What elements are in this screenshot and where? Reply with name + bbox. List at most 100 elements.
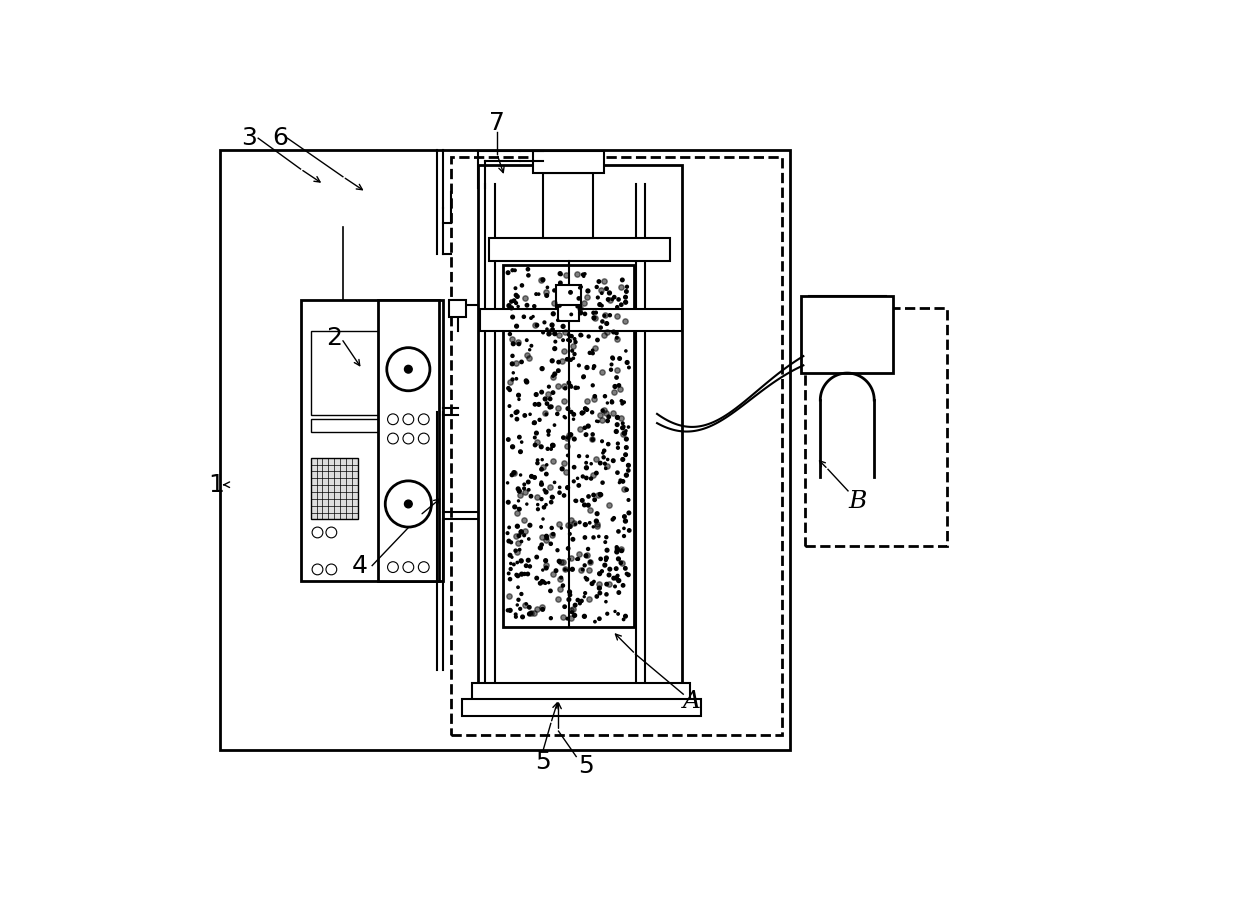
Point <box>575 401 595 416</box>
Point <box>578 498 598 512</box>
Bar <box>812 358 882 373</box>
Point <box>532 492 552 507</box>
Point <box>531 576 551 590</box>
Point <box>554 561 574 576</box>
Point <box>542 495 562 509</box>
Point <box>610 351 630 366</box>
Point <box>501 301 521 315</box>
Point <box>567 267 587 281</box>
Point <box>532 475 552 489</box>
Bar <box>477 165 682 700</box>
Point <box>526 438 546 452</box>
Point <box>534 483 554 498</box>
Point <box>589 581 609 596</box>
Point <box>611 394 631 409</box>
Point <box>508 300 528 314</box>
Point <box>548 355 568 370</box>
Point <box>595 558 615 572</box>
Point <box>551 582 570 597</box>
Point <box>511 525 531 539</box>
Point <box>590 408 610 422</box>
Point <box>548 363 568 378</box>
Point <box>567 300 587 314</box>
Point <box>520 559 539 574</box>
Point <box>573 562 593 577</box>
Point <box>506 356 526 370</box>
Point <box>507 519 527 534</box>
Point <box>533 563 553 577</box>
Point <box>616 468 636 482</box>
Point <box>606 326 626 340</box>
Point <box>580 516 600 530</box>
Point <box>543 490 563 505</box>
Point <box>502 263 522 278</box>
Point <box>558 430 578 445</box>
Point <box>564 516 584 530</box>
Bar <box>808 296 885 308</box>
Point <box>559 328 579 342</box>
Point <box>598 396 618 410</box>
Point <box>560 527 580 541</box>
Point <box>515 598 534 613</box>
Point <box>591 564 611 578</box>
Point <box>512 567 532 581</box>
Point <box>560 352 580 367</box>
Point <box>575 570 595 585</box>
Point <box>505 263 525 278</box>
Point <box>574 370 594 384</box>
Point <box>560 333 580 348</box>
Point <box>507 568 527 582</box>
Point <box>548 313 568 328</box>
Point <box>538 576 558 590</box>
Point <box>522 339 542 353</box>
Point <box>578 548 598 563</box>
Point <box>511 468 531 482</box>
Point <box>613 474 632 489</box>
Point <box>558 480 578 495</box>
Point <box>498 265 518 280</box>
Point <box>528 453 548 468</box>
Point <box>578 290 598 304</box>
Point <box>570 306 590 321</box>
Point <box>507 404 527 419</box>
Point <box>527 571 547 586</box>
Point <box>557 352 577 367</box>
Point <box>611 410 631 425</box>
Point <box>538 428 558 442</box>
Point <box>616 482 636 497</box>
Point <box>554 489 574 503</box>
Point <box>537 321 557 336</box>
Point <box>541 584 560 598</box>
Point <box>599 410 619 424</box>
Point <box>595 307 615 321</box>
Point <box>532 462 552 477</box>
Bar <box>449 300 466 317</box>
Point <box>613 557 632 571</box>
Point <box>583 468 603 482</box>
Point <box>527 426 547 440</box>
Point <box>608 568 627 583</box>
Point <box>604 453 624 468</box>
Point <box>574 498 594 512</box>
Point <box>588 332 608 347</box>
Point <box>525 397 544 411</box>
Point <box>579 562 599 577</box>
Point <box>572 406 591 420</box>
Point <box>583 432 603 447</box>
Point <box>532 452 552 467</box>
Point <box>532 529 552 544</box>
Point <box>583 343 603 358</box>
Point <box>562 329 582 343</box>
Point <box>516 373 536 388</box>
Point <box>593 446 613 460</box>
Point <box>574 609 594 624</box>
Point <box>606 331 626 345</box>
Point <box>538 424 558 439</box>
Point <box>526 388 546 402</box>
Bar <box>533 152 604 173</box>
Point <box>606 540 626 555</box>
Point <box>527 434 547 449</box>
Point <box>608 542 627 557</box>
Point <box>508 481 528 496</box>
Point <box>553 353 573 368</box>
